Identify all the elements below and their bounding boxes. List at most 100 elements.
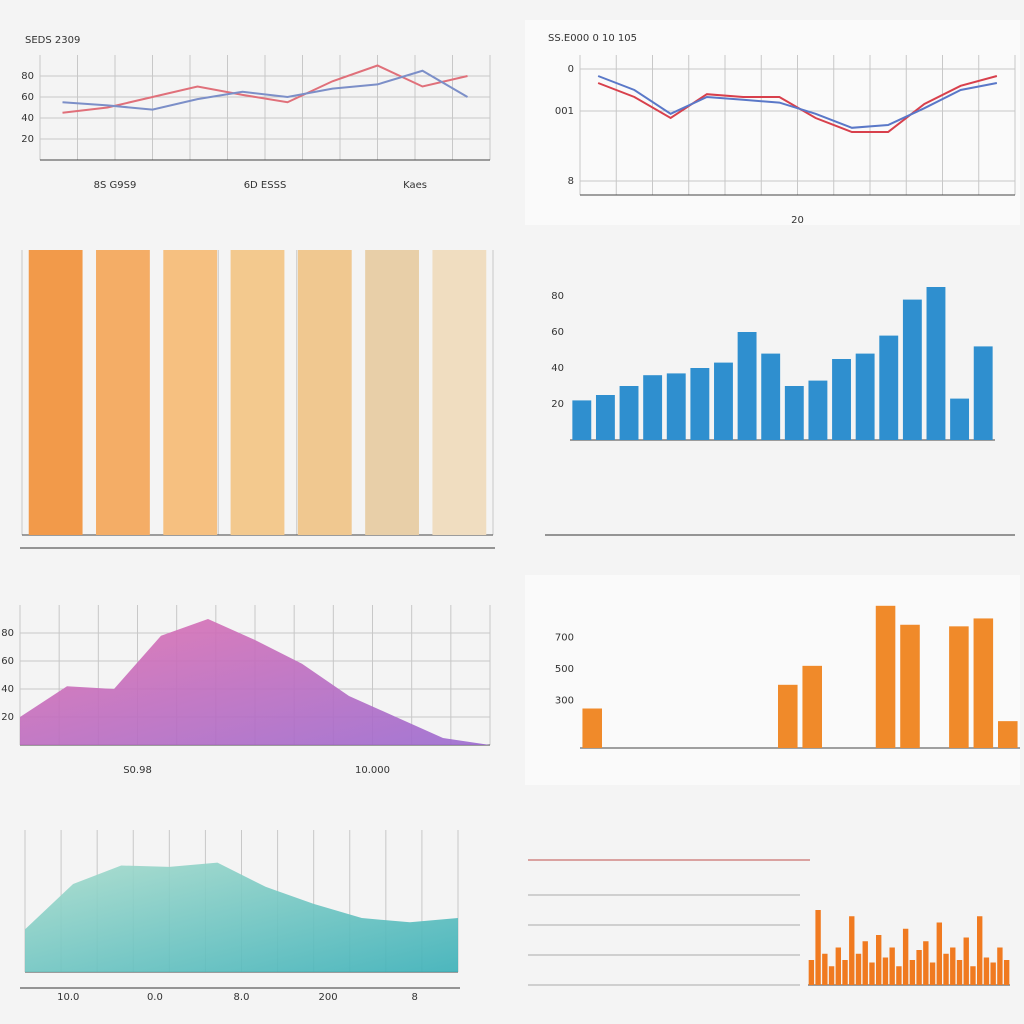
annotation: 8S G9S9 bbox=[94, 180, 137, 191]
bar bbox=[977, 916, 983, 985]
bar bbox=[815, 910, 821, 985]
bar bbox=[230, 250, 285, 535]
y-tick-label: 80 bbox=[551, 291, 564, 302]
bar bbox=[690, 368, 710, 440]
bar bbox=[973, 346, 993, 440]
bar bbox=[832, 359, 851, 440]
bar bbox=[778, 684, 798, 748]
bar bbox=[802, 665, 822, 748]
y-tick-label: 8 bbox=[568, 176, 574, 187]
area bbox=[20, 619, 490, 745]
bar bbox=[365, 250, 419, 535]
bar bbox=[28, 250, 83, 535]
bar bbox=[808, 380, 828, 440]
y-tick-label: 60 bbox=[1, 656, 14, 667]
y-tick-label: 500 bbox=[555, 664, 574, 675]
bar bbox=[163, 250, 218, 535]
bar bbox=[855, 953, 862, 985]
bar bbox=[936, 922, 942, 985]
y-tick-label: 60 bbox=[21, 92, 34, 103]
bar bbox=[761, 353, 781, 440]
bar bbox=[998, 721, 1018, 748]
bar bbox=[582, 708, 602, 748]
bar bbox=[929, 962, 936, 985]
bar bbox=[96, 250, 150, 535]
bar bbox=[822, 953, 828, 985]
annotation: S0.98 bbox=[123, 765, 152, 776]
y-tick-label: 60 bbox=[551, 327, 564, 338]
bar bbox=[956, 960, 963, 985]
bar bbox=[737, 332, 757, 440]
bar bbox=[835, 947, 841, 985]
y-tick-label: 40 bbox=[1, 684, 14, 695]
bar bbox=[963, 937, 969, 985]
bar bbox=[902, 299, 922, 440]
bar bbox=[595, 395, 615, 440]
bar bbox=[983, 957, 990, 985]
bar bbox=[896, 966, 902, 985]
y-tick-label: 20 bbox=[1, 712, 14, 723]
line bbox=[62, 69, 469, 111]
panel bbox=[525, 575, 1020, 785]
y-tick-label: 700 bbox=[555, 632, 574, 643]
bar bbox=[973, 618, 994, 748]
bar bbox=[808, 960, 815, 985]
area bbox=[25, 862, 458, 972]
y-tick-label: 001 bbox=[555, 106, 574, 117]
chart-title: SS.E000 0 10 105 bbox=[548, 33, 637, 44]
bar bbox=[784, 386, 804, 440]
bar bbox=[997, 947, 1003, 985]
bar bbox=[572, 400, 592, 440]
bar bbox=[889, 947, 895, 985]
annotation: 0.0 bbox=[147, 992, 163, 1003]
bar bbox=[949, 626, 969, 748]
y-tick-label: 40 bbox=[551, 363, 564, 374]
annotation: 8.0 bbox=[234, 992, 250, 1003]
bar bbox=[875, 605, 896, 748]
bar bbox=[869, 962, 875, 985]
annotation: 10.0 bbox=[57, 992, 79, 1003]
bar bbox=[926, 287, 946, 440]
y-tick-label: 300 bbox=[555, 696, 574, 707]
bar bbox=[828, 966, 835, 985]
annotation: 20 bbox=[791, 215, 804, 226]
bar bbox=[923, 941, 929, 985]
bar bbox=[970, 966, 976, 985]
y-tick-label: 20 bbox=[551, 399, 564, 410]
bar bbox=[714, 362, 733, 440]
bar bbox=[643, 375, 663, 440]
bar bbox=[990, 962, 996, 985]
bar bbox=[943, 953, 949, 985]
bar bbox=[950, 947, 956, 985]
y-tick-label: 40 bbox=[21, 113, 34, 124]
bar bbox=[855, 353, 875, 440]
bar bbox=[876, 935, 882, 985]
y-tick-label: 20 bbox=[21, 134, 34, 145]
annotation: 200 bbox=[319, 992, 338, 1003]
bar bbox=[862, 941, 868, 985]
y-tick-label: 80 bbox=[1, 628, 14, 639]
bar bbox=[842, 960, 848, 985]
bar bbox=[879, 335, 899, 440]
bar bbox=[849, 916, 855, 985]
chart-title: SEDS 2309 bbox=[25, 35, 80, 46]
line bbox=[62, 64, 468, 114]
bar bbox=[666, 373, 686, 440]
bar bbox=[916, 950, 922, 985]
panel bbox=[525, 20, 1020, 225]
y-tick-label: 80 bbox=[21, 71, 34, 82]
annotation: 8 bbox=[412, 992, 418, 1003]
annotation: 10.000 bbox=[355, 765, 390, 776]
annotation: Kaes bbox=[403, 180, 427, 191]
bar bbox=[297, 250, 352, 535]
annotation: 6D ESSS bbox=[244, 180, 287, 191]
bar bbox=[882, 957, 889, 985]
bar bbox=[619, 386, 639, 440]
bar bbox=[950, 398, 970, 440]
bar bbox=[432, 250, 487, 535]
bar bbox=[902, 928, 909, 985]
line bbox=[597, 75, 998, 129]
bar bbox=[909, 960, 916, 985]
y-tick-label: 0 bbox=[568, 64, 574, 75]
